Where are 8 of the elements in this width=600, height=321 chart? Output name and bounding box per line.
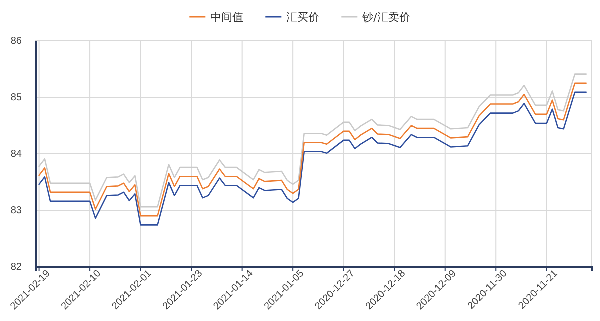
legend-label: 钞/汇卖价 (362, 11, 410, 24)
y-tick-label: 82 (10, 262, 22, 274)
y-tick-label: 83 (10, 206, 22, 217)
y-tick-label: 85 (10, 92, 22, 104)
y-tick-label: 86 (10, 36, 22, 48)
y-tick-label: 84 (10, 149, 22, 160)
legend-label: 中间值 (210, 11, 244, 24)
legend-label: 汇买价 (286, 11, 320, 24)
